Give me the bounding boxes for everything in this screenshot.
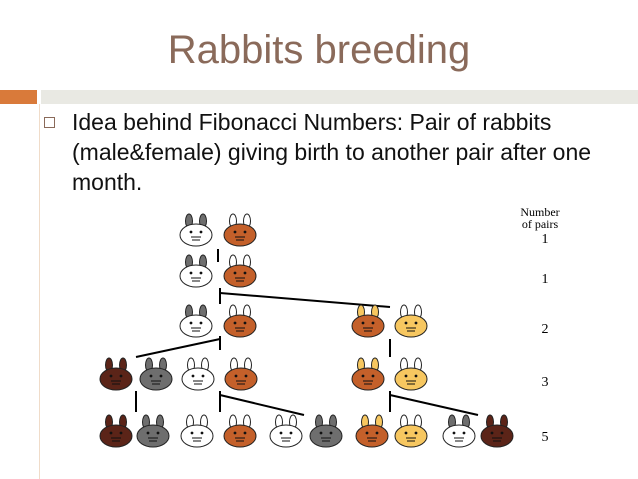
pair-count-gen2: 1	[541, 272, 549, 287]
rabbit-gen1-2	[223, 213, 257, 247]
rabbit-gen3-3	[351, 304, 385, 338]
pair-count-gen4: 3	[541, 375, 549, 390]
accent-bar-gray	[41, 90, 638, 104]
rabbit-gen5-4	[223, 414, 257, 448]
rabbit-gen4-2	[139, 357, 173, 391]
accent-bar-orange	[0, 90, 37, 104]
rabbit-gen5-5	[269, 414, 303, 448]
rabbit-gen4-1	[99, 357, 133, 391]
rabbit-gen4-5	[351, 357, 385, 391]
rabbit-pairs	[99, 213, 514, 448]
rabbit-gen5-8	[394, 414, 428, 448]
rabbit-gen4-3	[181, 357, 215, 391]
rabbit-gen1-1	[179, 213, 213, 247]
family-tree-lines	[135, 249, 479, 416]
legend-header: Number of pairs	[505, 206, 575, 230]
divider-line	[39, 104, 40, 479]
rabbit-gen3-4	[394, 304, 428, 338]
rabbit-gen3-2	[223, 304, 257, 338]
tree-line-3	[219, 292, 391, 308]
legend-header-line1: Number	[520, 205, 560, 219]
rabbit-gen4-4	[224, 357, 258, 391]
slide-title: Rabbits breeding	[167, 28, 471, 72]
rabbit-gen2-2	[223, 254, 257, 288]
rabbit-gen3-1	[179, 304, 213, 338]
bullet-text: Idea behind Fibonacci Numbers: Pair of r…	[72, 109, 592, 195]
bullet-square-icon	[44, 117, 55, 128]
tree-line-11	[389, 394, 479, 416]
rabbit-gen5-2	[136, 414, 170, 448]
rabbit-gen4-6	[394, 357, 428, 391]
pair-count-gen1: 1	[541, 232, 549, 247]
pair-count-gen3: 2	[541, 322, 549, 337]
rabbit-gen5-10	[480, 414, 514, 448]
rabbit-gen5-1	[99, 414, 133, 448]
rabbit-gen5-7	[355, 414, 389, 448]
rabbit-gen5-9	[442, 414, 476, 448]
rabbit-gen5-6	[309, 414, 343, 448]
legend-header-line2: of pairs	[521, 217, 559, 231]
rabbit-gen2-1	[179, 254, 213, 288]
tree-line-9	[219, 394, 305, 416]
tree-line-5	[135, 338, 221, 358]
rabbit-gen5-3	[180, 414, 214, 448]
pair-count-gen5: 5	[541, 430, 549, 445]
